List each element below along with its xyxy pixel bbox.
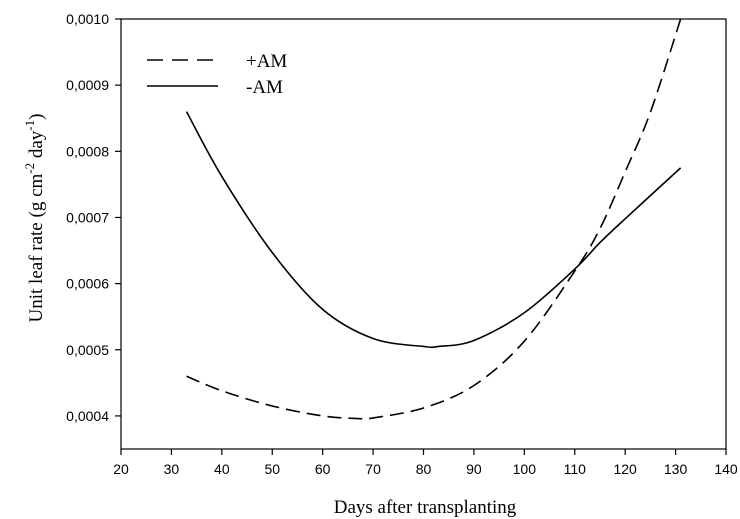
x-tick-label: 90 [466, 461, 482, 477]
y-axis-title-end: ) [26, 114, 47, 120]
plot-frame [120, 18, 727, 450]
legend: +AM -AM [147, 51, 287, 98]
y-tick-label: 0,0006 [66, 276, 109, 292]
y-tick-label: 0,0008 [66, 143, 109, 159]
legend-label-plus-am: +AM [246, 51, 287, 72]
y-axis-title-mid: day [26, 130, 47, 163]
series-line-minus-am [185, 111, 682, 349]
y-tick-label: 0,0010 [66, 11, 109, 27]
x-tick-label: 140 [714, 461, 738, 477]
x-tick-label: 130 [664, 461, 688, 477]
series-layer [185, 18, 682, 420]
y-axis-title-sup2: -1 [22, 120, 37, 131]
plot-area [120, 18, 727, 450]
y-axis: 0,0004 0,0005 0,0006 0,0007 0,0008 0,0009 0,00… [66, 11, 121, 424]
legend-label-minus-am: -AM [246, 77, 283, 98]
y-axis-title-base: Unit leaf rate (g cm [26, 174, 47, 323]
x-tick-label: 80 [416, 461, 432, 477]
x-tick-label: 60 [315, 461, 331, 477]
x-tick-label: 40 [214, 461, 230, 477]
y-tick-label: 0,0009 [66, 77, 109, 93]
x-axis-title: Days after transplanting [334, 497, 517, 518]
x-tick-label: 20 [113, 461, 129, 477]
x-tick-label: 50 [264, 461, 280, 477]
y-axis-title-sup1: -2 [22, 163, 37, 174]
x-tick-label: 100 [513, 461, 537, 477]
x-tick-label: 110 [564, 461, 587, 477]
y-axis-title: Unit leaf rate (g cm-2 day-1) [22, 114, 47, 323]
x-tick-label: 120 [613, 461, 637, 477]
x-axis: 20 30 40 50 60 70 80 90 100 110 120 130 140 [113, 449, 738, 477]
x-tick-label: 30 [164, 461, 180, 477]
y-tick-label: 0,0007 [66, 209, 109, 225]
y-tick-label: 0,0004 [66, 408, 109, 424]
y-tick-label: 0,0005 [66, 342, 109, 358]
x-tick-label: 70 [365, 461, 381, 477]
